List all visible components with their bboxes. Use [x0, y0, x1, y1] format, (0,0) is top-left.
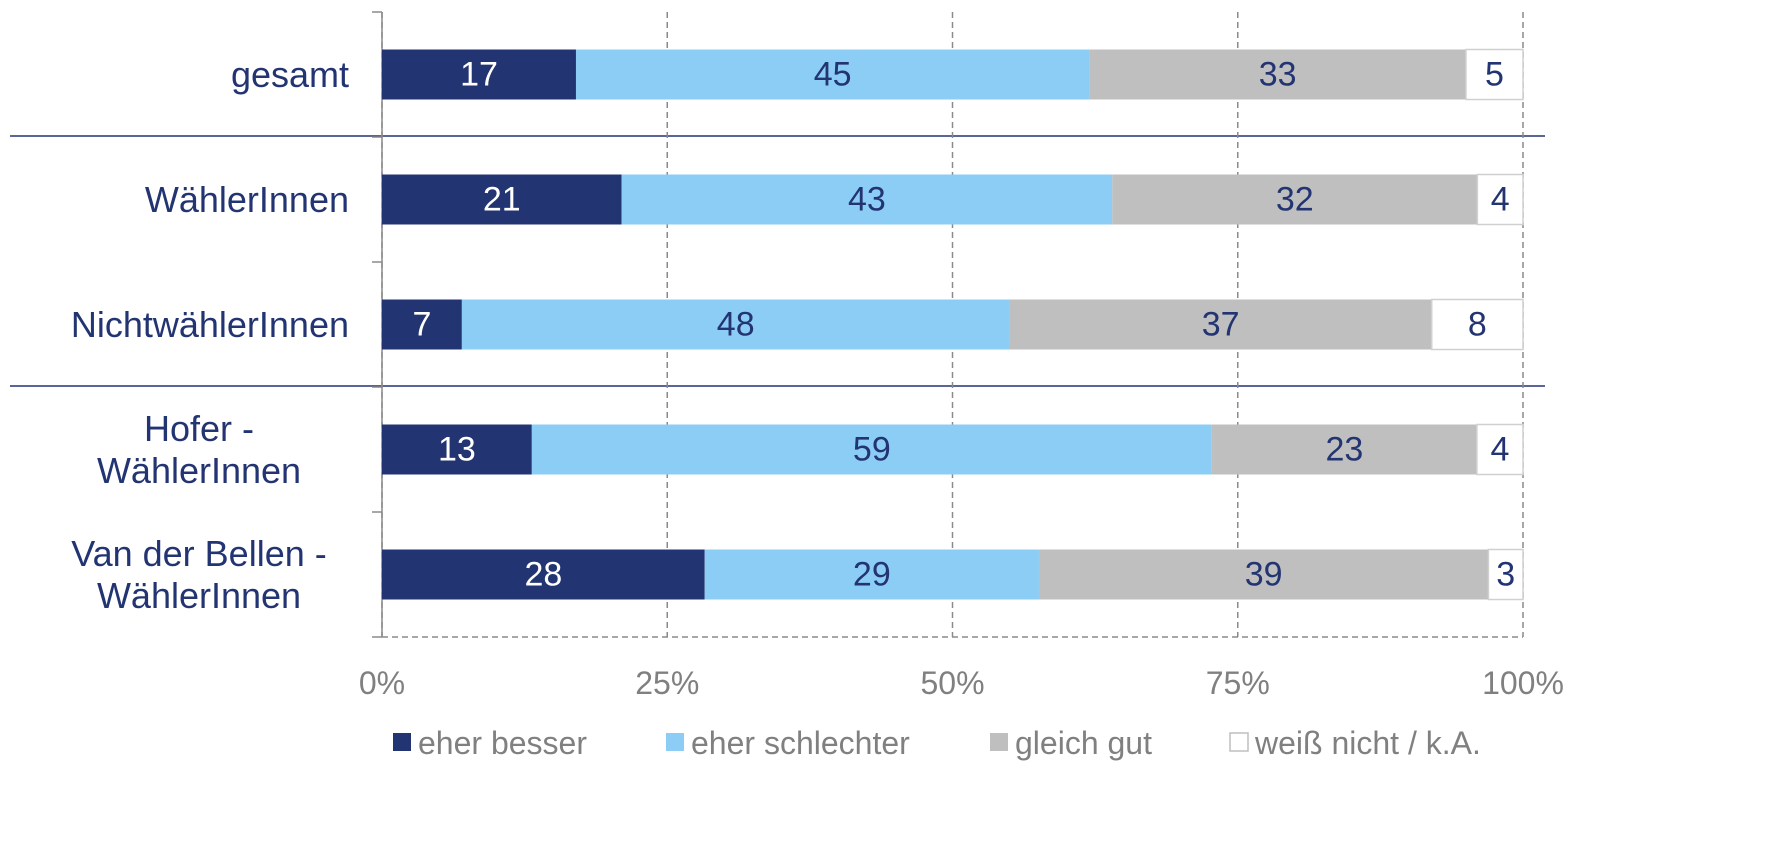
data-label: 13: [438, 431, 476, 469]
data-label: 4: [1490, 431, 1509, 469]
data-label: 4: [1491, 181, 1510, 219]
data-label: 43: [848, 181, 886, 219]
bar-segment: [1112, 174, 1478, 225]
y-tick-label: Van der Bellen - WählerInnen: [71, 532, 327, 616]
legend-swatch: [1229, 732, 1249, 752]
bar-segment: [1038, 549, 1489, 600]
data-label: 28: [524, 556, 562, 594]
bar-segment: [1089, 49, 1466, 100]
bar-segment: [461, 299, 1010, 350]
bar-segment: [1476, 423, 1524, 476]
bar-segment: [575, 49, 1090, 100]
x-tick-label: 100%: [1482, 665, 1564, 701]
category-label-box: WählerInnen: [19, 179, 349, 221]
data-label: 17: [460, 56, 498, 94]
legend-swatch: [990, 733, 1008, 751]
bar-segment: [382, 49, 576, 100]
bar-segment: [1211, 424, 1477, 475]
bar-segment: [1487, 548, 1524, 601]
bar-segment: [382, 549, 705, 600]
data-label: 48: [717, 306, 755, 344]
data-label: 33: [1259, 56, 1297, 94]
data-label: 32: [1276, 181, 1314, 219]
data-label: 7: [412, 306, 431, 344]
bar-segment: [1465, 48, 1524, 101]
y-tick-label: NichtwählerInnen: [70, 303, 349, 345]
y-tick-label: Hofer - WählerInnen: [96, 407, 302, 491]
bar-segment: [1009, 299, 1432, 350]
legend-swatch: [666, 733, 684, 751]
category-label-box: gesamt: [19, 54, 349, 96]
bar-segment: [621, 174, 1113, 225]
data-label: 5: [1485, 56, 1504, 94]
x-tick-label: 75%: [1206, 665, 1270, 701]
x-tick-label: 50%: [920, 665, 984, 701]
y-tick-label: WählerInnen: [144, 178, 349, 220]
bar-segment: [382, 424, 532, 475]
category-label-box: Van der Bellen - WählerInnen: [19, 533, 349, 617]
x-tick-label: 25%: [635, 665, 699, 701]
bar-segment: [382, 174, 622, 225]
data-label: 59: [853, 431, 891, 469]
legend-swatch: [393, 733, 411, 751]
data-label: 21: [483, 181, 521, 219]
legend-label: eher besser: [418, 725, 587, 761]
x-tick-label: 0%: [359, 665, 405, 701]
legend-label: weiß nicht / k.A.: [1254, 725, 1481, 761]
data-label: 37: [1202, 306, 1240, 344]
bar-segment: [1430, 298, 1524, 351]
data-label: 45: [814, 56, 852, 94]
data-label: 3: [1496, 556, 1515, 594]
bar-segment: [531, 424, 1212, 475]
bar-segment: [382, 299, 462, 350]
data-label: 39: [1245, 556, 1283, 594]
data-label: 23: [1325, 431, 1363, 469]
legend-label: gleich gut: [1015, 725, 1152, 761]
category-label-box: Hofer - WählerInnen: [19, 408, 349, 492]
bar-segment: [704, 549, 1039, 600]
data-label: 8: [1468, 306, 1487, 344]
category-label-box: NichtwählerInnen: [19, 304, 349, 346]
legend-label: eher schlechter: [691, 725, 910, 761]
data-label: 29: [853, 556, 891, 594]
y-tick-label: gesamt: [230, 53, 349, 95]
bar-segment: [1476, 173, 1524, 226]
